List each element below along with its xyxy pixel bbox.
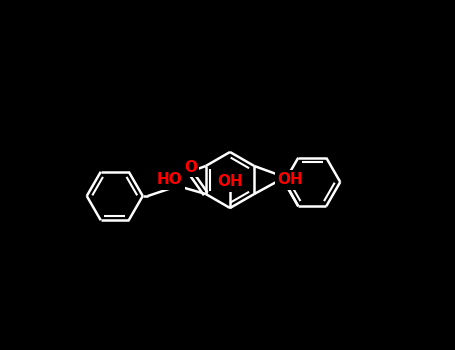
- Text: OH: OH: [279, 172, 305, 187]
- Text: OH: OH: [278, 173, 303, 188]
- Text: OH: OH: [217, 175, 243, 189]
- Text: HO: HO: [157, 173, 182, 188]
- Text: O: O: [184, 160, 197, 175]
